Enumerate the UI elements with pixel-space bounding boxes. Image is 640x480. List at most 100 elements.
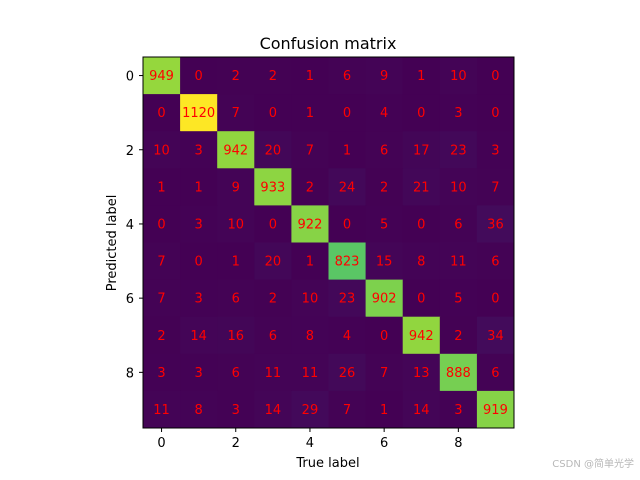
heatmap-cell — [254, 205, 292, 243]
y-tick-label: 8 — [126, 366, 134, 381]
cell-value-label: 6 — [232, 292, 240, 307]
cell-value-label: 24 — [339, 180, 356, 195]
heatmap-cell — [402, 390, 441, 429]
heatmap-cell — [365, 57, 404, 95]
heatmap-cell — [180, 168, 218, 206]
cell-value-label: 3 — [195, 217, 203, 232]
cell-value-label: 949 — [149, 69, 174, 84]
cell-value-label: 6 — [491, 366, 499, 381]
cell-value-label: 0 — [157, 217, 165, 232]
heatmap-cell — [476, 279, 515, 318]
cell-value-label: 2 — [306, 180, 314, 195]
heatmap-cell — [254, 316, 292, 355]
heatmap-cell — [143, 57, 181, 95]
heatmap-cell — [328, 242, 367, 281]
cell-value-label: 7 — [491, 180, 499, 195]
cell-value-label: 5 — [454, 292, 462, 307]
heatmap-cell — [217, 94, 255, 132]
cell-value-label: 2 — [157, 329, 165, 344]
heatmap-cell — [476, 205, 515, 243]
heatmap-cell — [291, 94, 329, 132]
y-axis-label: Predicted label — [105, 195, 120, 292]
heatmap-cell — [476, 57, 515, 95]
heatmap-cell — [476, 168, 515, 206]
cell-value-label: 10 — [302, 292, 319, 307]
cell-value-label: 0 — [417, 217, 425, 232]
cell-value-label: 2 — [232, 69, 240, 84]
heatmap-cell — [402, 131, 441, 169]
cell-value-label: 1 — [232, 255, 240, 270]
cell-value-label: 3 — [232, 403, 240, 418]
heatmap-cell — [365, 353, 404, 392]
cell-value-label: 8 — [417, 255, 425, 270]
cell-value-label: 14 — [413, 403, 430, 418]
cell-value-label: 1 — [417, 69, 425, 84]
heatmap-cell — [328, 168, 367, 206]
heatmap-cells — [143, 57, 515, 429]
cell-value-label: 11 — [450, 255, 467, 270]
plot-frame — [142, 56, 515, 429]
cell-value-label: 10 — [153, 143, 170, 158]
cell-value-label: 0 — [491, 292, 499, 307]
heatmap-cell — [143, 353, 181, 392]
cell-value-label: 36 — [487, 217, 504, 232]
cell-value-label: 6 — [380, 143, 388, 158]
heatmap-cell — [328, 279, 367, 318]
cell-value-label: 919 — [483, 403, 508, 418]
x-tick-label: 6 — [380, 436, 388, 451]
heatmap-cell — [476, 353, 515, 392]
heatmap-cell — [439, 316, 478, 355]
cell-value-label: 2 — [269, 69, 277, 84]
heatmap-cell — [254, 57, 292, 95]
cell-value-label: 0 — [417, 292, 425, 307]
cell-value-label: 13 — [413, 366, 430, 381]
x-tick-label: 2 — [232, 436, 240, 451]
heatmap-cell — [254, 279, 292, 318]
cell-value-label: 11 — [265, 366, 282, 381]
cell-value-label: 942 — [409, 329, 434, 344]
heatmap-cell — [402, 94, 441, 132]
cell-value-label: 7 — [157, 255, 165, 270]
heatmap-cell — [254, 94, 292, 132]
heatmap-cell — [328, 316, 367, 355]
heatmap-cell — [254, 242, 292, 281]
y-tick-label: 4 — [126, 218, 134, 233]
cell-value-label: 2 — [454, 329, 462, 344]
x-tick-label: 8 — [454, 436, 462, 451]
cell-value-label: 10 — [450, 69, 467, 84]
heatmap-cell — [217, 205, 255, 243]
y-tick-label: 6 — [126, 292, 134, 307]
cell-value-label: 3 — [454, 403, 462, 418]
heatmap-cell — [291, 279, 329, 318]
heatmap-cell — [476, 242, 515, 281]
cell-value-label: 4 — [343, 329, 351, 344]
heatmap-cell — [143, 94, 181, 132]
heatmap-cell — [439, 94, 478, 132]
cell-value-label: 1 — [306, 69, 314, 84]
y-tick-label: 0 — [126, 70, 134, 85]
heatmap-cell — [476, 94, 515, 132]
heatmap-cell — [254, 131, 292, 169]
heatmap-cell — [217, 353, 255, 392]
cell-value-label: 3 — [157, 366, 165, 381]
cell-value-label: 1 — [306, 255, 314, 270]
heatmap-cell — [143, 316, 181, 355]
cell-value-label: 23 — [339, 292, 356, 307]
heatmap-cell — [439, 279, 478, 318]
y-axis-ticks: 0 2 4 6 8 — [126, 70, 143, 381]
cell-value-label: 9 — [380, 69, 388, 84]
cell-value-label: 1 — [157, 180, 165, 195]
heatmap-cell — [402, 57, 441, 95]
heatmap-cell — [365, 242, 404, 281]
heatmap-cell — [180, 316, 218, 355]
cell-value-label: 7 — [157, 292, 165, 307]
heatmap-cell — [365, 390, 404, 429]
cell-value-label: 2 — [269, 292, 277, 307]
heatmap-cell — [143, 168, 181, 206]
cell-value-label: 16 — [227, 329, 244, 344]
heatmap-cell — [254, 390, 292, 429]
heatmap-cell — [143, 242, 181, 281]
cell-value-label: 933 — [260, 180, 285, 195]
cell-value-label: 26 — [339, 366, 356, 381]
heatmap-cell — [476, 390, 515, 429]
